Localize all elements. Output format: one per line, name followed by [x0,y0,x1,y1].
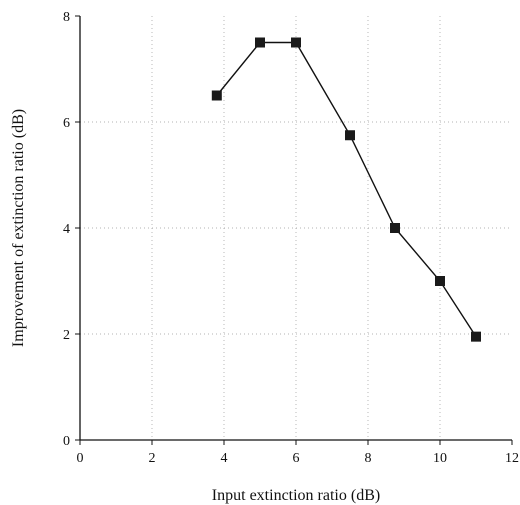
y-tick-label: 6 [63,116,70,131]
x-tick-label: 8 [365,451,372,466]
x-tick-label: 0 [77,451,84,466]
data-point-marker [435,276,445,286]
y-tick-label: 8 [63,10,70,25]
data-point-marker [390,223,400,233]
x-axis-label: Input extinction ratio (dB) [212,487,380,504]
y-tick-label: 0 [63,434,70,449]
data-point-marker [345,130,355,141]
x-tick-label: 6 [293,451,300,466]
data-point-marker [471,331,481,342]
y-tick-label: 2 [63,328,70,343]
y-axis-label: Improvement of extinction ratio (dB) [10,109,27,347]
series-line [216,41,477,338]
data-point-marker [255,37,265,48]
x-tick-label: 10 [433,451,447,466]
gridlines [80,16,512,440]
x-tick-label: 4 [221,451,228,466]
data-series [211,37,481,342]
x-tick-label: 2 [149,451,156,466]
data-point-marker [291,37,301,48]
axes [75,15,513,445]
tick-labels: 0 2 4 6 8 10 12 0 2 4 6 8 [63,10,519,466]
data-point-marker [211,90,222,101]
y-tick-label: 4 [63,222,70,237]
x-tick-label: 12 [505,451,519,466]
